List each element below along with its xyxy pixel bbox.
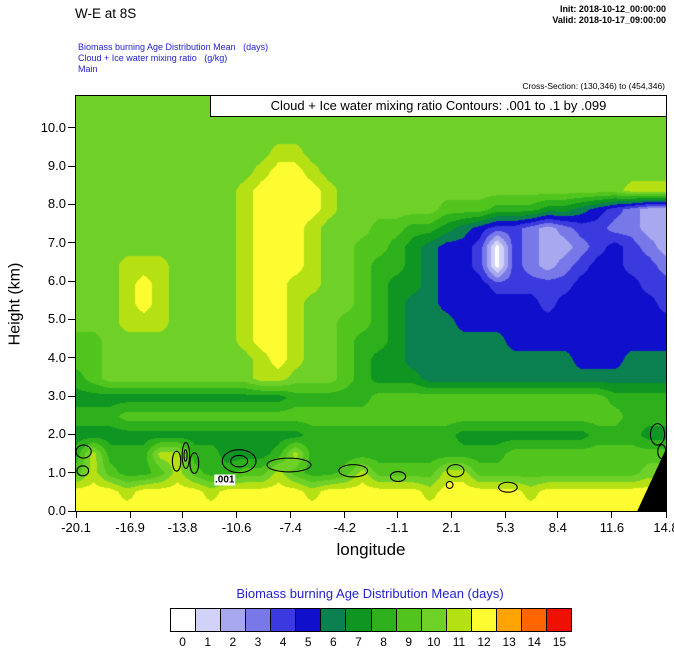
y-tick-label: 6.0 bbox=[47, 273, 66, 289]
x-tick-label: -10.6 bbox=[221, 520, 252, 535]
colorbar-cell bbox=[295, 609, 321, 631]
colorbar-cell bbox=[420, 609, 446, 631]
y-tick-label: 9.0 bbox=[47, 158, 66, 174]
y-tick-mark bbox=[68, 127, 76, 129]
colorbar-number: 7 bbox=[355, 635, 362, 649]
contour-info-box: Cloud + Ice water mixing ratio Contours:… bbox=[210, 95, 667, 117]
colorbar-cell bbox=[445, 609, 471, 631]
colorbar-title: Biomass burning Age Distribution Mean (d… bbox=[236, 586, 504, 601]
x-tick-mark bbox=[665, 511, 667, 518]
y-tick-mark bbox=[68, 318, 76, 320]
colorbar-cell bbox=[195, 609, 221, 631]
x-axis-title: longitude bbox=[336, 540, 406, 559]
x-tick-label: 8.4 bbox=[548, 520, 567, 535]
y-tick-mark bbox=[68, 165, 76, 167]
x-tick-mark bbox=[344, 511, 346, 518]
colorbar-number: 1 bbox=[204, 635, 212, 649]
colorbar-cell bbox=[345, 609, 371, 631]
x-tick-mark bbox=[129, 511, 131, 518]
colorbar-number: 6 bbox=[329, 635, 337, 649]
y-tick-mark bbox=[68, 280, 76, 282]
x-tick-mark bbox=[236, 511, 238, 518]
colorbar-number: 14 bbox=[527, 635, 541, 649]
init-time-label: Init: 2018-10-12_00:00:00 bbox=[559, 4, 666, 14]
y-tick-label: 2.0 bbox=[47, 426, 66, 442]
colorbar-cell bbox=[520, 609, 546, 631]
y-tick-label: 4.0 bbox=[47, 349, 66, 365]
x-tick-label: 2.1 bbox=[442, 520, 461, 535]
field-line-domain: Main bbox=[78, 64, 98, 74]
x-tick-label: -4.2 bbox=[333, 520, 356, 535]
colorbar-cell bbox=[470, 609, 496, 631]
colorbar-number: 5 bbox=[304, 635, 312, 649]
valid-time-label: Valid: 2018-10-17_09:00:00 bbox=[552, 15, 666, 25]
y-tick-label: 5.0 bbox=[47, 311, 66, 327]
contour-fill-canvas bbox=[76, 96, 666, 511]
x-tick-label: 14.8 bbox=[653, 520, 674, 535]
x-tick-label: 5.3 bbox=[496, 520, 515, 535]
y-tick-label: 1.0 bbox=[47, 464, 66, 480]
colorbar-cell bbox=[370, 609, 396, 631]
y-axis-title: Height (km) bbox=[6, 262, 23, 345]
y-tick-mark bbox=[68, 242, 76, 244]
y-tick-label: 10.0 bbox=[40, 119, 66, 135]
x-tick-mark bbox=[450, 511, 452, 518]
colorbar-cell bbox=[545, 609, 571, 631]
colorbar-cell bbox=[220, 609, 246, 631]
x-tick-label: -16.9 bbox=[115, 520, 145, 535]
y-tick-label: 7.0 bbox=[47, 234, 66, 250]
x-tick-label: -20.1 bbox=[61, 520, 91, 535]
x-tick-label: -13.8 bbox=[167, 520, 198, 535]
y-tick-mark bbox=[68, 433, 76, 435]
colorbar-number: 8 bbox=[380, 635, 387, 649]
cross-section-label: Cross-Section: (130,346) to (454,346) bbox=[522, 81, 665, 91]
x-tick-mark bbox=[611, 511, 613, 518]
colorbar-cell bbox=[495, 609, 521, 631]
page-title: W-E at 8S bbox=[75, 6, 137, 21]
x-tick-mark bbox=[75, 511, 77, 518]
colorbar-number: 3 bbox=[254, 635, 262, 649]
x-tick-mark bbox=[557, 511, 559, 518]
colorbar-number: 13 bbox=[502, 635, 516, 649]
x-tick-label: 11.6 bbox=[599, 520, 625, 535]
y-tick-label: 8.0 bbox=[47, 196, 66, 212]
colorbar bbox=[170, 608, 572, 632]
colorbar-number: 4 bbox=[279, 635, 287, 649]
colorbar-number: 9 bbox=[405, 635, 413, 649]
colorbar-cell bbox=[395, 609, 421, 631]
y-tick-mark bbox=[68, 472, 76, 474]
field-descriptions: Biomass burning Age Distribution Mean (d… bbox=[78, 42, 268, 75]
colorbar-number: 12 bbox=[477, 635, 491, 649]
field-line-cloud: Cloud + Ice water mixing ratio (g/kg) bbox=[78, 53, 228, 63]
y-tick-label: 3.0 bbox=[47, 388, 66, 404]
y-tick-mark bbox=[68, 357, 76, 359]
colorbar-number: 0 bbox=[179, 635, 186, 649]
colorbar-number: 2 bbox=[229, 635, 237, 649]
y-tick-label: 0.0 bbox=[47, 503, 66, 518]
colorbar-number: 15 bbox=[552, 635, 567, 649]
plot-area: Cloud + Ice water mixing ratio Contours:… bbox=[6, 95, 674, 559]
colorbar-cell bbox=[320, 609, 346, 631]
colorbar-number: 10 bbox=[427, 635, 441, 649]
colorbar-cell bbox=[245, 609, 271, 631]
colorbar-number: 11 bbox=[452, 635, 466, 649]
x-tick-mark bbox=[182, 511, 183, 518]
field-line-age: Biomass burning Age Distribution Mean (d… bbox=[78, 42, 269, 52]
y-tick-mark bbox=[68, 395, 76, 397]
x-tick-mark bbox=[396, 511, 398, 518]
y-tick-mark bbox=[68, 203, 76, 205]
colorbar-labels: 0 1 2 3 4 5 6 7 8 9 10 11 12 13 14 15 bbox=[170, 635, 572, 649]
run-times: Init: 2018-10-12_00:00:00 Valid: 2018-10… bbox=[552, 4, 666, 26]
x-tick-label: -1.1 bbox=[386, 520, 409, 535]
colorbar-cell bbox=[171, 609, 196, 631]
colorbar-cell bbox=[270, 609, 296, 631]
x-tick-mark bbox=[504, 511, 506, 518]
x-tick-mark bbox=[290, 511, 292, 518]
x-tick-label: -7.4 bbox=[279, 520, 302, 535]
y-tick-mark bbox=[68, 510, 76, 512]
contour-value-label: .001 bbox=[214, 474, 236, 486]
y-axis-title-wrap: Height (km) bbox=[4, 96, 26, 511]
